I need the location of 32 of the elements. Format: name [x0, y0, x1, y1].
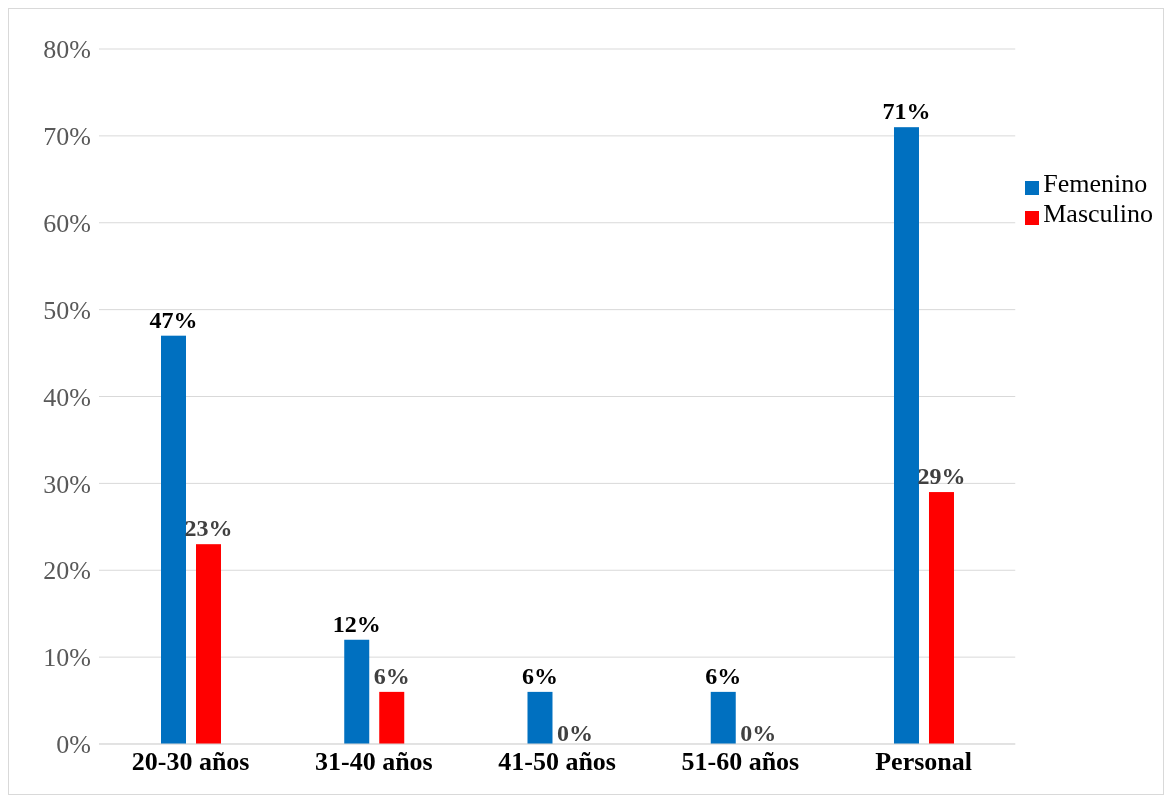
y-tick-label: 40%	[43, 382, 91, 412]
x-tick-label: 20-30 años	[131, 747, 250, 777]
y-tick-label: 30%	[43, 469, 91, 499]
legend-label: Masculino	[1043, 199, 1153, 228]
y-tick-label: 10%	[43, 643, 91, 673]
data-label: 0%	[556, 720, 593, 746]
data-label: 6%	[373, 662, 410, 689]
bar	[710, 691, 736, 744]
bar	[161, 335, 186, 744]
data-label: 0%	[740, 720, 777, 746]
y-tick-label: 20%	[43, 556, 91, 586]
legend-label: Femenino	[1043, 169, 1148, 198]
bar	[527, 691, 553, 744]
y-tick-label: 0%	[56, 730, 91, 760]
x-tick-label: 51-60 años	[681, 747, 800, 777]
data-label: 6%	[705, 662, 742, 689]
bar	[344, 639, 370, 744]
data-label: 12%	[332, 610, 381, 637]
bar	[196, 544, 221, 744]
y-tick-label: 60%	[43, 208, 91, 238]
x-tick-label: 41-50 años	[498, 747, 616, 777]
y-tick-label: 50%	[43, 295, 91, 325]
y-tick-label: 70%	[43, 122, 91, 152]
bar	[379, 691, 405, 744]
x-tick-label: 31-40 años	[315, 747, 433, 777]
bar	[928, 492, 954, 744]
data-label: 71%	[882, 98, 931, 125]
x-tick-label: Personal	[875, 747, 972, 777]
data-label: 6%	[521, 662, 558, 689]
bar	[893, 127, 919, 744]
y-tick-label: 80%	[43, 35, 91, 65]
data-label: 47%	[149, 306, 198, 333]
